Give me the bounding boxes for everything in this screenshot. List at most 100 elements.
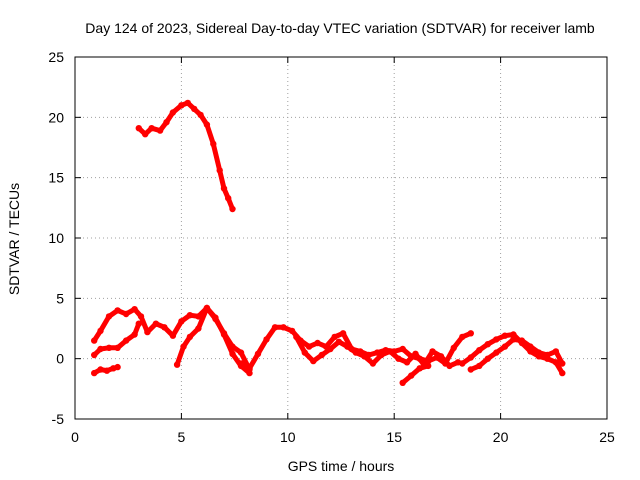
series-track-f: [237, 324, 474, 372]
data-point: [403, 359, 411, 366]
data-point: [178, 102, 185, 109]
data-point: [467, 354, 474, 361]
series-line: [174, 305, 252, 376]
data-point: [152, 320, 160, 327]
data-point: [484, 341, 491, 348]
data-point: [467, 366, 474, 373]
data-point: [459, 333, 466, 341]
x-tick-label: 5: [178, 429, 186, 445]
data-point: [314, 339, 321, 347]
data-series-layer: [91, 99, 566, 386]
data-point: [378, 351, 385, 359]
data-point: [344, 343, 351, 350]
y-tick-label: 15: [48, 170, 64, 186]
data-point: [446, 362, 453, 370]
data-point: [327, 345, 334, 353]
data-point: [195, 313, 202, 320]
data-point: [220, 331, 228, 338]
data-point: [476, 347, 483, 354]
series-track-c: [91, 320, 142, 359]
data-point: [122, 310, 130, 318]
data-point: [91, 337, 98, 344]
series-line: [400, 363, 431, 386]
series-track-e: [173, 304, 253, 377]
data-point: [399, 379, 406, 386]
series-track-a: [135, 99, 236, 213]
data-point: [527, 348, 534, 355]
data-point: [114, 307, 121, 314]
data-point: [535, 353, 543, 360]
data-point: [114, 344, 121, 351]
data-point: [173, 361, 181, 368]
x-tick-label: 15: [386, 429, 402, 445]
x-tick-label: 0: [71, 429, 79, 445]
data-point: [237, 349, 245, 356]
data-point: [131, 331, 138, 338]
data-point: [131, 306, 138, 313]
data-point: [429, 348, 436, 355]
data-point: [412, 350, 419, 357]
data-point: [552, 348, 560, 355]
data-point: [305, 343, 313, 350]
data-point: [97, 366, 104, 373]
data-point: [210, 140, 217, 148]
data-point: [484, 355, 491, 362]
data-point: [184, 99, 191, 107]
series-track-g: [293, 333, 462, 370]
chart-title: Day 124 of 2023, Sidereal Day-to-day VTE…: [85, 20, 595, 36]
data-point: [395, 355, 402, 362]
data-point: [467, 330, 474, 337]
series-track-j: [459, 331, 566, 377]
data-point: [552, 359, 560, 366]
data-point: [216, 167, 223, 174]
data-point: [105, 344, 113, 351]
data-point: [318, 351, 325, 359]
data-point: [180, 343, 187, 350]
series-track-h: [399, 362, 432, 386]
data-point: [191, 105, 198, 113]
data-point: [229, 350, 236, 357]
y-tick-label: 20: [48, 109, 64, 125]
data-point: [135, 320, 142, 327]
data-point: [437, 353, 445, 360]
data-point: [103, 367, 111, 374]
data-point: [399, 345, 406, 353]
y-tick-label: 10: [48, 230, 64, 246]
series-track-i: [467, 336, 566, 373]
series-line: [136, 100, 235, 212]
data-point: [237, 360, 245, 367]
x-axis-ticks: 0 5 10 15 20 25: [71, 57, 615, 445]
data-point: [361, 353, 368, 360]
data-point: [203, 304, 211, 312]
y-axis-label: SDTVAR / TECUs: [6, 183, 22, 295]
data-point: [161, 324, 168, 331]
series-line: [238, 324, 474, 371]
x-tick-label: 20: [493, 429, 509, 445]
data-point: [197, 111, 204, 119]
data-point: [293, 333, 300, 341]
data-point: [91, 351, 98, 359]
data-point: [186, 312, 194, 319]
data-point: [288, 327, 296, 335]
x-tick-label: 25: [599, 429, 615, 445]
grid-lines: [75, 57, 607, 419]
y-tick-label: 25: [48, 49, 64, 65]
data-point: [408, 372, 415, 379]
data-point: [97, 327, 104, 335]
data-point: [271, 324, 279, 331]
y-tick-label: -5: [52, 411, 65, 427]
data-point: [169, 332, 177, 339]
data-point: [386, 348, 394, 355]
x-tick-label: 10: [280, 429, 296, 445]
data-point: [122, 337, 130, 344]
data-point: [246, 365, 253, 372]
data-point: [148, 125, 155, 132]
data-point: [144, 328, 151, 336]
data-point: [352, 349, 360, 356]
data-point: [501, 332, 509, 339]
data-point: [163, 119, 170, 126]
data-point: [135, 125, 142, 132]
data-point: [114, 363, 121, 371]
data-point: [518, 339, 526, 347]
